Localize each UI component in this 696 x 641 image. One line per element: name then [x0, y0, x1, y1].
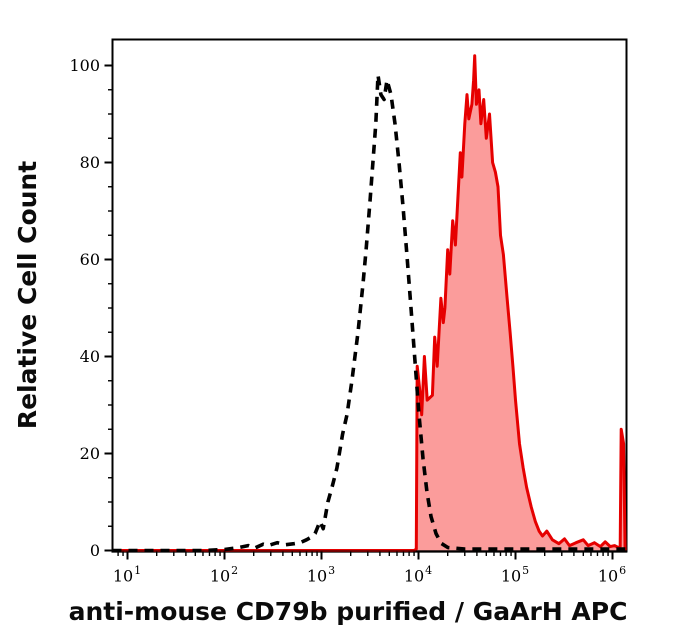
y-axis-ticks: [104, 64, 113, 552]
x-tick-label-10e3: 103: [306, 564, 336, 586]
y-tick-label-60: 60: [79, 250, 100, 269]
x-axis-title: anti-mouse CD79b purified / GaArH APC: [68, 597, 628, 626]
x-tick-label-10e1: 101: [112, 564, 142, 586]
y-tick-label-80: 80: [79, 153, 100, 172]
positive-fill: [112, 55, 626, 551]
y-tick-label-40: 40: [79, 347, 100, 366]
control-curve: [112, 73, 626, 553]
positive-curve: [112, 54, 627, 552]
y-tick-label-0: 0: [89, 541, 100, 560]
x-axis-ticks: [117, 551, 614, 560]
x-tick-label-10e2: 102: [209, 564, 239, 586]
y-tick-label-100: 100: [69, 56, 100, 75]
x-tick-label-10e5: 105: [500, 564, 530, 586]
y-axis-title: Relative Cell Count: [13, 160, 42, 430]
x-tick-label-10e4: 104: [403, 564, 433, 586]
y-tick-label-20: 20: [79, 444, 100, 463]
x-tick-label-10e6: 106: [597, 564, 627, 586]
plot-border: [111, 38, 628, 553]
